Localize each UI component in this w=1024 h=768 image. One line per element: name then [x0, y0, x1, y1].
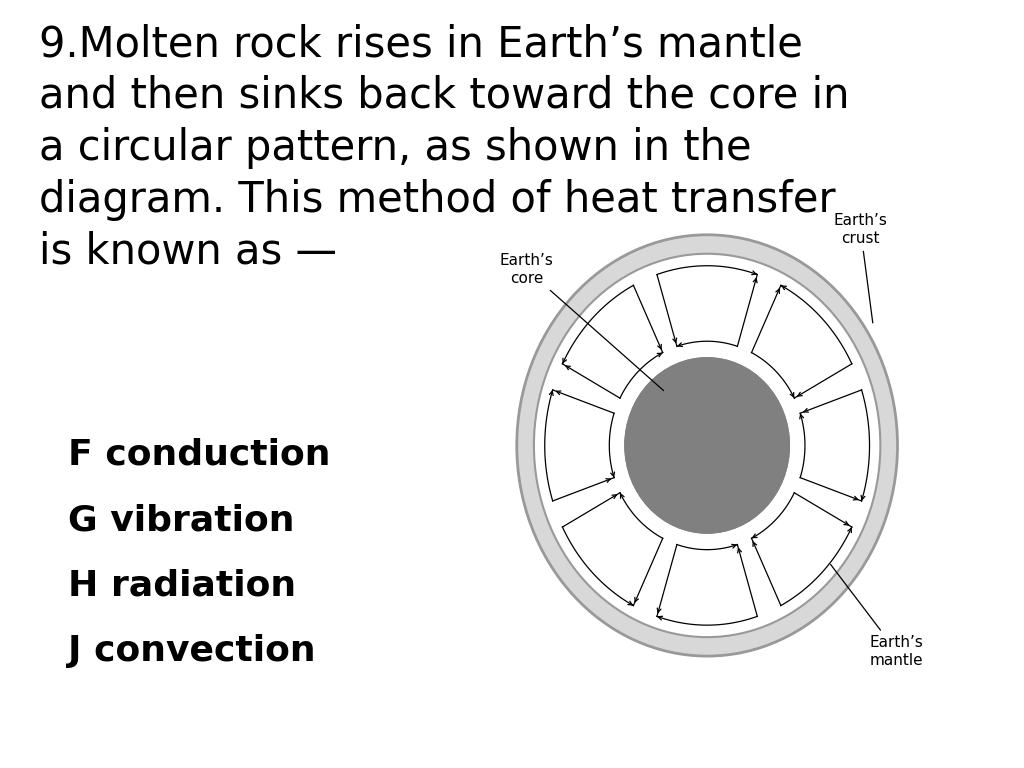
- Ellipse shape: [625, 357, 791, 534]
- Text: F conduction: F conduction: [69, 438, 331, 472]
- Text: H radiation: H radiation: [69, 568, 296, 602]
- Ellipse shape: [625, 357, 791, 534]
- Text: J convection: J convection: [69, 634, 315, 667]
- Text: Earth’s
crust: Earth’s crust: [834, 214, 888, 323]
- Ellipse shape: [534, 253, 881, 637]
- Text: G vibration: G vibration: [69, 503, 295, 537]
- Ellipse shape: [517, 235, 897, 656]
- Text: Earth’s
mantle: Earth’s mantle: [830, 564, 924, 667]
- Text: Earth’s
core: Earth’s core: [500, 253, 664, 391]
- Text: 9.Molten rock rises in Earth’s mantle
and then sinks back toward the core in
a c: 9.Molten rock rises in Earth’s mantle an…: [39, 23, 850, 273]
